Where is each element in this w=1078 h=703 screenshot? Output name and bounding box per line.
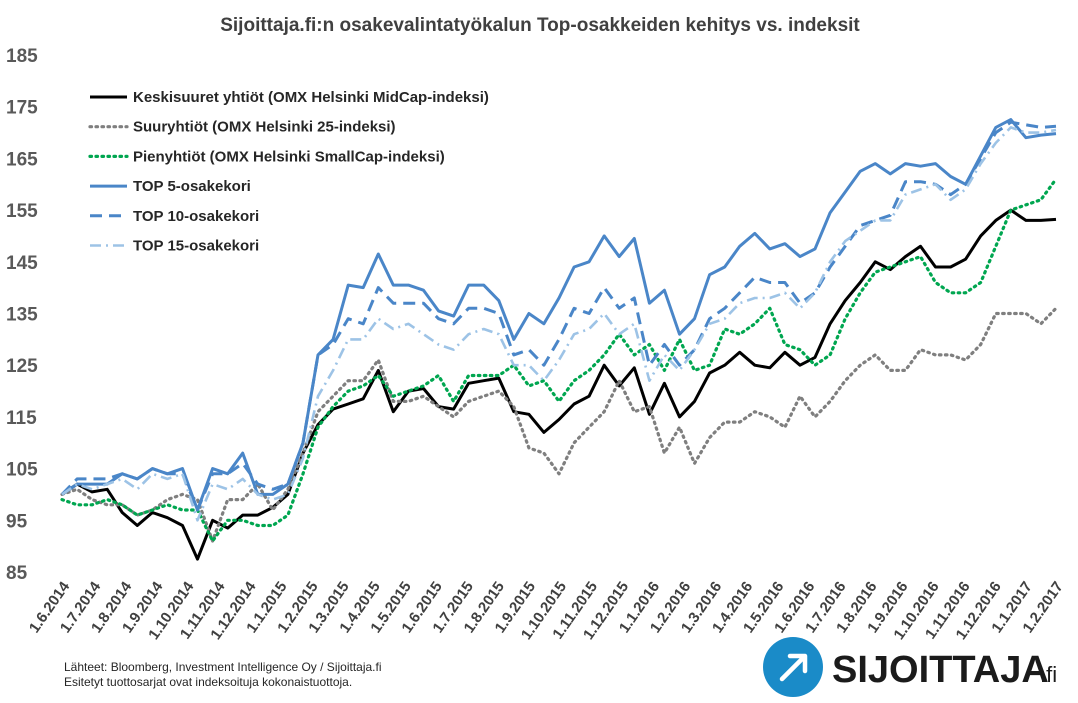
y-tick-label: 165 <box>6 149 38 170</box>
y-tick-label: 135 <box>6 305 38 326</box>
y-tick-label: 115 <box>6 408 37 429</box>
legend-label: TOP 5-osakekori <box>133 178 251 195</box>
series-line <box>60 306 1058 543</box>
sijoittaja-logo: SIJOITTAJA .fi <box>763 637 1057 697</box>
series-line <box>60 177 1058 543</box>
logo-wordmark: SIJOITTAJA <box>832 649 1049 691</box>
source-line: Esitetyt tuottosarjat ovat indeksoituja … <box>64 675 353 689</box>
series-lines <box>60 118 1058 561</box>
chart-title: Sijoittaja.fi:n osakevalintatyökalun Top… <box>220 15 860 36</box>
y-tick-label: 125 <box>6 356 38 377</box>
series-line <box>60 120 1057 512</box>
series-line <box>61 208 1057 561</box>
series-line <box>61 118 1057 512</box>
x-axis: 1.6.20141.7.20141.8.20141.9.20141.10.201… <box>26 578 1067 643</box>
y-tick-label: 85 <box>6 563 28 584</box>
logo-suffix: .fi <box>1040 662 1057 687</box>
legend-label: Keskisuuret yhtiöt (OMX Helsinki MidCap-… <box>133 89 489 106</box>
y-tick-label: 105 <box>6 460 38 481</box>
y-tick-label: 175 <box>6 98 38 119</box>
source-note: Lähteet: Bloomberg, Investment Intellige… <box>64 660 382 690</box>
arrow-up-right-icon <box>779 653 808 682</box>
legend-label: TOP 10-osakekori <box>133 208 259 225</box>
legend-label: Pienyhtiöt (OMX Helsinki SmallCap-indeks… <box>133 148 445 165</box>
legend: Keskisuuret yhtiöt (OMX Helsinki MidCap-… <box>88 89 489 255</box>
series-line <box>61 126 1057 522</box>
y-tick-label: 155 <box>6 201 38 222</box>
legend-label: Suuryhtiöt (OMX Helsinki 25-indeksi) <box>133 119 396 136</box>
y-axis: 85 95 105 115 125 135 145 155 165 175 185 <box>6 46 38 584</box>
source-line: Lähteet: Bloomberg, Investment Intellige… <box>64 660 382 674</box>
legend-label: TOP 15-osakekori <box>133 238 259 255</box>
y-tick-label: 95 <box>6 511 28 532</box>
y-tick-label: 145 <box>6 253 38 274</box>
y-tick-label: 185 <box>6 46 38 67</box>
